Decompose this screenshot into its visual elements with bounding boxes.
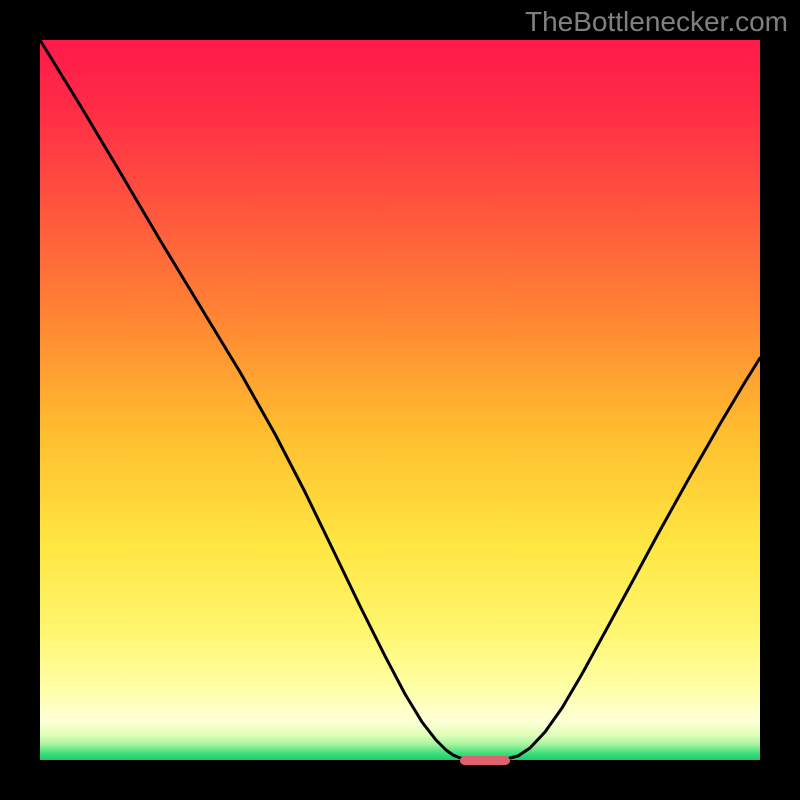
bottleneck-chart: TheBottlenecker.com bbox=[0, 0, 800, 800]
plot-background bbox=[40, 40, 760, 760]
chart-svg bbox=[0, 0, 800, 800]
optimal-zone-marker bbox=[460, 756, 510, 765]
watermark-text: TheBottlenecker.com bbox=[525, 6, 788, 38]
